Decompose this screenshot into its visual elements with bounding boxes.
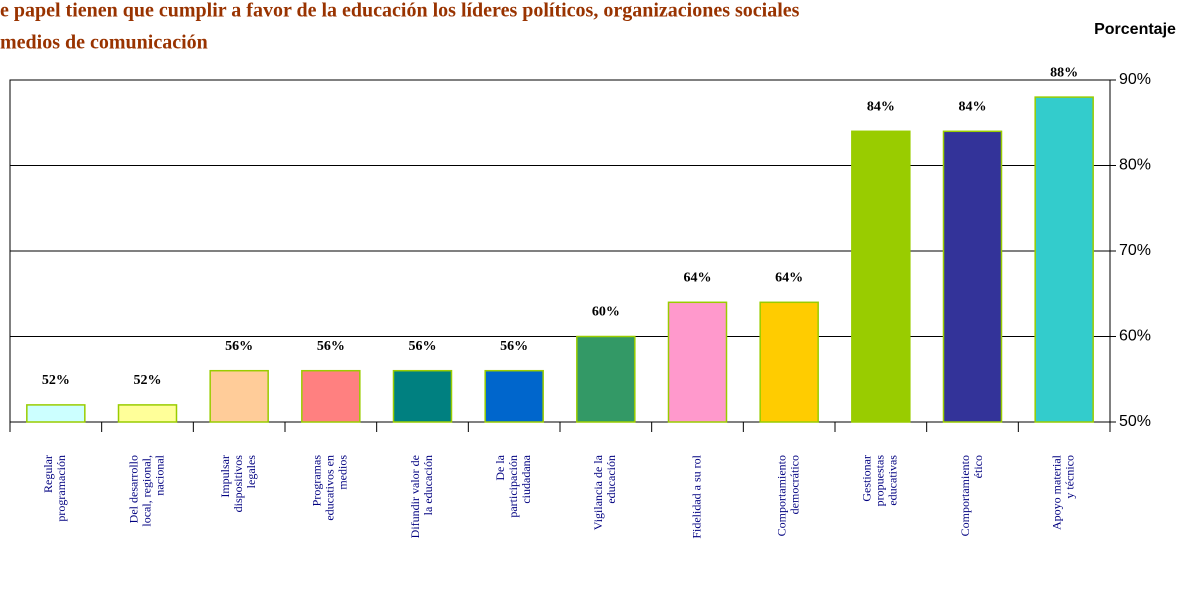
bar: [667, 301, 728, 423]
bar: [942, 130, 1003, 423]
bar: [1034, 96, 1094, 423]
x-tick-label: dispositivos: [231, 455, 245, 513]
y-tick-label: 70%: [1119, 242, 1151, 259]
value-label: 84%: [867, 100, 895, 115]
x-tick-label: legales: [244, 455, 258, 489]
x-tick-label: ciudadana: [519, 454, 533, 503]
x-tick-label: y técnico: [1062, 455, 1076, 499]
value-label: 64%: [775, 271, 803, 286]
x-tick-label: participación: [506, 455, 520, 518]
chart-title: e papel tienen que cumplir a favor de la…: [0, 0, 800, 22]
x-tick-label: medios: [336, 455, 350, 490]
x-tick-label: Vigilancia de la: [591, 454, 605, 530]
x-tick-label: Apoyo material: [1049, 454, 1063, 530]
value-label: 88%: [1050, 65, 1078, 80]
x-tick-label: la educación: [421, 455, 435, 515]
bar: [209, 369, 269, 423]
x-tick-label: propuestas: [873, 455, 887, 507]
x-tick-label: local, regional,: [139, 455, 153, 527]
x-tick-label: educativas: [886, 455, 900, 506]
value-label: 64%: [684, 271, 712, 286]
bar: [851, 130, 911, 423]
x-tick-label: Fidelidad a su rol: [689, 454, 703, 538]
value-label: 52%: [42, 373, 70, 388]
bar: [484, 369, 544, 423]
y-axis-label: Porcentaje: [1094, 21, 1176, 38]
y-tick-label: 80%: [1119, 157, 1151, 174]
y-tick-label: 50%: [1119, 413, 1151, 430]
x-tick-label: ético: [971, 455, 985, 478]
value-label: 56%: [317, 339, 345, 354]
x-tick-label: De la: [493, 454, 507, 480]
value-label: 52%: [134, 373, 162, 388]
value-label: 84%: [959, 100, 987, 115]
bar: [759, 301, 819, 423]
bar: [117, 404, 178, 423]
x-tick-label: Impulsar: [218, 455, 232, 498]
y-tick-label: 90%: [1119, 71, 1151, 88]
x-tick-label: programación: [54, 455, 68, 522]
value-label: 56%: [409, 339, 437, 354]
x-tick-label: Programas: [310, 455, 324, 507]
chart-title: medios de comunicación: [0, 32, 208, 54]
x-tick-label: educación: [604, 455, 618, 504]
x-tick-label: Regular: [41, 455, 55, 493]
bar: [576, 335, 636, 423]
x-tick-label: democrático: [787, 455, 801, 514]
x-tick-label: Comportamiento: [774, 455, 788, 536]
value-label: 56%: [500, 339, 528, 354]
x-tick-label: Gestionar: [860, 455, 874, 502]
x-tick-label: Difundir valor de: [408, 455, 422, 538]
x-tick-label: Comportamiento: [958, 455, 972, 536]
x-tick-label: Del desarrollo: [126, 455, 140, 523]
y-tick-label: 60%: [1119, 328, 1151, 345]
x-tick-label: educativos en: [323, 455, 337, 521]
bar: [392, 369, 453, 423]
bar: [26, 404, 86, 423]
bar: [301, 369, 361, 423]
value-label: 56%: [225, 339, 253, 354]
value-label: 60%: [592, 305, 620, 320]
x-tick-label: nacional: [152, 454, 166, 495]
